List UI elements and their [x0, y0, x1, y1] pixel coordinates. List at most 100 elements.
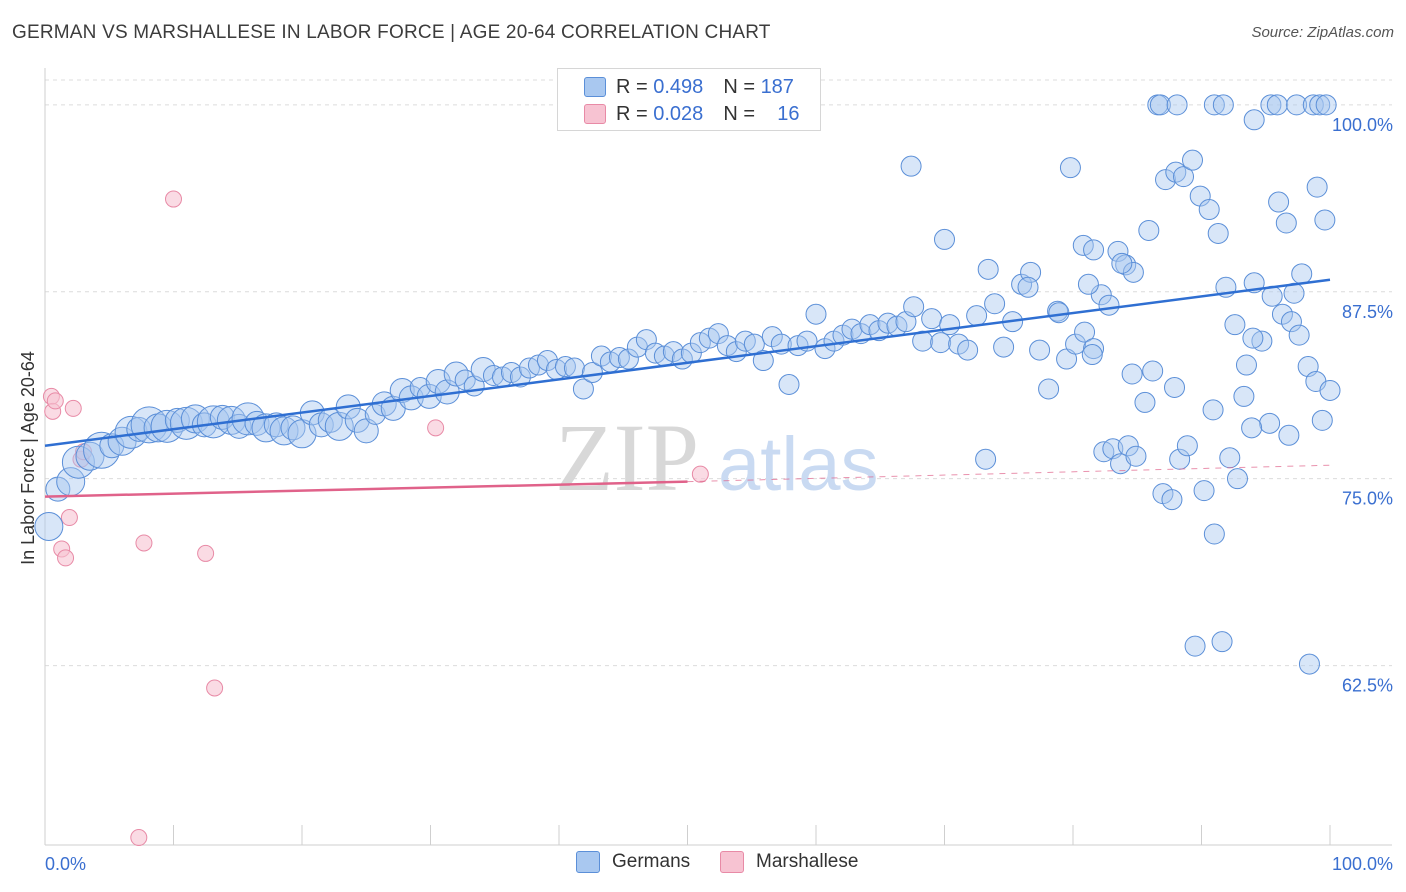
- german-point: [1072, 234, 1094, 256]
- x-tick-label: 100.0%: [1332, 854, 1393, 874]
- series-label-germans: Germans: [612, 851, 691, 872]
- german-point: [778, 373, 800, 395]
- tick-labels: 100.0% 87.5% 75.0% 62.5% 0.0% 100.0%: [45, 115, 1393, 874]
- german-point: [900, 155, 922, 177]
- german-point: [1173, 166, 1195, 188]
- german-point: [1083, 338, 1105, 360]
- germans-trend-line: [44, 278, 1331, 448]
- german-point: [939, 314, 961, 336]
- german-point: [868, 320, 890, 342]
- german-point: [581, 362, 603, 384]
- marshallese-point: [46, 392, 64, 410]
- marshallese-point: [60, 509, 78, 527]
- german-point: [280, 415, 306, 441]
- german-point: [1164, 376, 1186, 398]
- german-point: [1166, 94, 1188, 116]
- german-point: [554, 356, 576, 378]
- german-point: [572, 378, 594, 400]
- german-point: [984, 293, 1006, 315]
- german-point: [1149, 94, 1171, 116]
- marshallese-points: [42, 190, 709, 847]
- german-point: [1309, 94, 1331, 116]
- german-point: [1111, 252, 1133, 274]
- german-point: [1219, 447, 1241, 469]
- german-point: [1176, 435, 1198, 457]
- german-point: [662, 341, 684, 363]
- german-point: [707, 323, 729, 345]
- watermark-atlas: atlas: [718, 422, 879, 507]
- german-point: [1211, 631, 1233, 653]
- german-point: [1235, 354, 1257, 376]
- y-tick-label: 75.0%: [1342, 489, 1393, 509]
- german-point: [1117, 435, 1139, 457]
- german-point: [1083, 239, 1105, 261]
- german-point: [83, 431, 121, 469]
- watermark: ZIP atlas: [555, 404, 879, 511]
- german-point: [518, 357, 540, 379]
- german-point: [1122, 261, 1144, 283]
- german-point: [1125, 445, 1147, 467]
- german-point: [1207, 222, 1229, 244]
- german-point: [1065, 333, 1087, 355]
- legend-n-label: N =: [723, 102, 755, 125]
- marshallese-point: [57, 549, 75, 567]
- marshallese-point: [197, 544, 215, 562]
- legend-r-value: 0.498: [653, 75, 704, 98]
- german-point: [1268, 191, 1290, 213]
- german-point: [1288, 324, 1310, 346]
- german-point: [1029, 339, 1051, 361]
- german-point: [1203, 523, 1225, 545]
- german-point: [975, 448, 997, 470]
- german-point: [761, 326, 783, 348]
- german-point: [1286, 94, 1308, 116]
- german-point: [1142, 360, 1164, 382]
- german-point: [877, 312, 899, 334]
- legend-r-label: R =: [616, 102, 648, 125]
- german-point: [1138, 219, 1160, 241]
- german-point: [1319, 379, 1341, 401]
- marshallese-point: [691, 465, 709, 483]
- german-point: [1241, 417, 1263, 439]
- german-point: [1311, 409, 1333, 431]
- german-point: [805, 303, 827, 325]
- german-point: [966, 305, 988, 327]
- german-point: [99, 433, 125, 459]
- german-point: [921, 308, 943, 330]
- legend-n-value: 16: [777, 102, 800, 125]
- german-point: [957, 339, 979, 361]
- x-tick-label: 0.0%: [45, 854, 86, 874]
- german-point: [1184, 635, 1206, 657]
- marshallese-point: [427, 419, 445, 437]
- legend-row-germans: R = 0.498 N = 187: [558, 74, 794, 100]
- german-point: [1155, 169, 1177, 191]
- german-point: [734, 330, 756, 352]
- german-point: [324, 411, 354, 441]
- german-point: [1081, 344, 1103, 366]
- germans-points: [34, 94, 1341, 675]
- german-point: [977, 258, 999, 280]
- german-point: [1306, 176, 1328, 198]
- german-point: [1134, 391, 1156, 413]
- german-point: [1017, 276, 1039, 298]
- german-point: [903, 296, 925, 318]
- source-label: Source: ZipAtlas.com: [1251, 24, 1394, 41]
- german-point: [1202, 399, 1224, 421]
- german-point: [1260, 94, 1282, 116]
- german-point: [934, 228, 955, 250]
- german-point: [1059, 157, 1081, 179]
- german-point: [1074, 321, 1096, 343]
- legend-n-label: N =: [723, 75, 755, 98]
- german-point: [993, 336, 1015, 358]
- german-point: [1278, 424, 1300, 446]
- german-point: [1038, 378, 1060, 400]
- german-point: [608, 347, 630, 369]
- german-point: [1224, 314, 1246, 336]
- german-point: [269, 416, 299, 446]
- german-point: [1115, 254, 1137, 276]
- chart-title: GERMAN VS MARSHALLESE IN LABOR FORCE | A…: [12, 22, 771, 43]
- german-point: [482, 364, 504, 386]
- german-point: [443, 361, 469, 387]
- series-label-marshallese: Marshallese: [756, 851, 859, 872]
- axis-layer: [44, 68, 1392, 846]
